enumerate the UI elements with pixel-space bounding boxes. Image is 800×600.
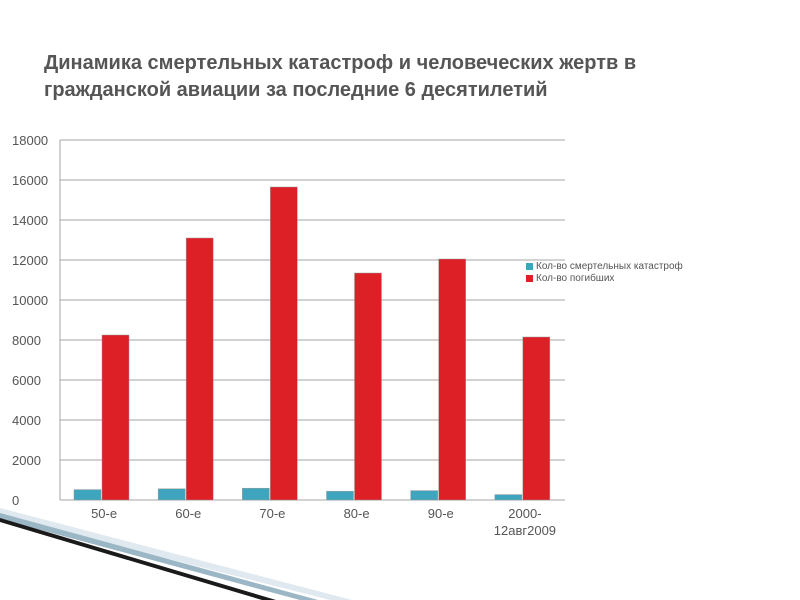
bar-crashes xyxy=(410,490,438,501)
bar-crashes xyxy=(242,487,270,501)
x-tick-label: 12авг2009 xyxy=(494,523,556,538)
bar-crashes xyxy=(157,488,186,501)
y-tick-label: 12000 xyxy=(12,253,48,268)
y-tick-label: 6000 xyxy=(12,373,41,388)
gridlines xyxy=(60,139,565,501)
legend: Кол-во смертельных катастроф Кол-во поги… xyxy=(526,260,683,284)
x-tick-label: 2000- xyxy=(508,506,541,521)
legend-item-crashes: Кол-во смертельных катастроф xyxy=(526,260,683,272)
bars xyxy=(73,186,551,501)
x-tick-label: 50-е xyxy=(91,506,117,521)
y-tick-label: 2000 xyxy=(12,453,41,468)
legend-item-deaths: Кол-во погибших xyxy=(526,272,683,284)
y-tick-label: 14000 xyxy=(12,213,48,228)
y-tick-label: 16000 xyxy=(12,173,48,188)
y-tick-label: 4000 xyxy=(12,413,41,428)
bar-crashes xyxy=(326,490,354,501)
x-tick-label: 60-е xyxy=(175,506,201,521)
y-tick-label: 0 xyxy=(12,493,19,508)
bar-deaths xyxy=(101,334,130,501)
legend-label-crashes: Кол-во смертельных катастроф xyxy=(536,260,683,272)
legend-swatch-crashes xyxy=(526,262,533,270)
bar-crashes xyxy=(73,489,102,501)
bar-crashes xyxy=(494,494,523,501)
x-tick-label: 70-е xyxy=(259,506,285,521)
bar-deaths xyxy=(270,186,298,501)
legend-swatch-deaths xyxy=(526,274,533,282)
slide-title: Динамика смертельных катастроф и человеч… xyxy=(44,52,637,101)
legend-label-deaths: Кол-во погибших xyxy=(536,272,615,284)
y-tick-label: 10000 xyxy=(12,293,48,308)
y-tick-label: 18000 xyxy=(12,133,48,148)
x-tick-label: 90-е xyxy=(428,506,454,521)
bar-deaths xyxy=(185,237,214,501)
y-tick-label: 8000 xyxy=(12,333,41,348)
bar-deaths xyxy=(438,258,466,501)
bar-deaths xyxy=(354,272,382,501)
x-tick-label: 80-е xyxy=(344,506,370,521)
bar-deaths xyxy=(522,336,551,501)
y-axis-labels: 0 2000 4000 6000 8000 10000 12000 14000 16000 180… xyxy=(12,133,48,508)
x-axis-labels: 50-е 60-е 70-е 80-е 90-е 2000- 12авг2009 xyxy=(91,506,556,538)
